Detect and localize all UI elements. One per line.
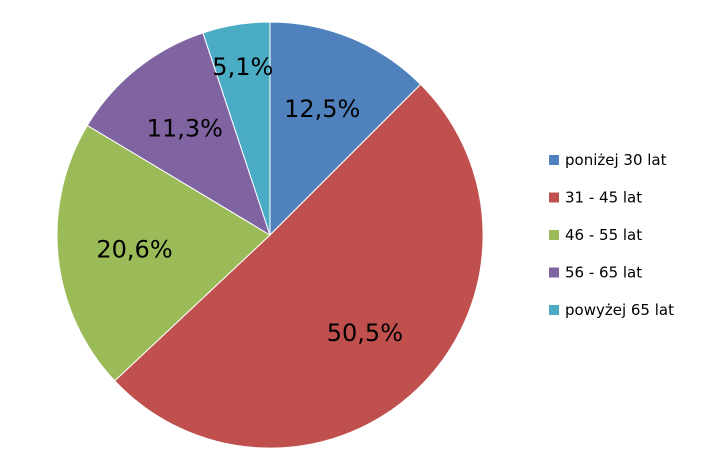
data-label: 20,6% bbox=[96, 236, 172, 264]
pie-slices bbox=[56, 21, 484, 449]
legend-swatch bbox=[549, 192, 559, 203]
pie-slice bbox=[269, 21, 422, 237]
data-label: 5,1% bbox=[212, 53, 273, 81]
data-label: 50,5% bbox=[327, 319, 403, 347]
data-label: 12,5% bbox=[284, 95, 360, 123]
legend-label: 31 - 45 lat bbox=[565, 189, 642, 207]
legend-label: 56 - 65 lat bbox=[565, 264, 642, 282]
pie-slice bbox=[56, 124, 271, 382]
legend-swatch bbox=[549, 155, 559, 165]
pie-slice bbox=[114, 83, 484, 449]
legend-swatch bbox=[549, 267, 559, 278]
legend: poniżej 30 lat 31 - 45 lat 46 - 55 lat 56 -… bbox=[549, 151, 674, 319]
pie-slice bbox=[202, 21, 271, 236]
legend-swatch bbox=[549, 230, 559, 240]
pie-slice bbox=[86, 32, 271, 237]
legend-label: poniżej 30 lat bbox=[565, 151, 667, 169]
pie-data-labels: 12,5% 50,5% 20,6% 11,3% 5,1% bbox=[96, 53, 403, 347]
legend-label: powyżej 65 lat bbox=[565, 301, 674, 319]
legend-label: 46 - 55 lat bbox=[565, 226, 642, 244]
data-label: 11,3% bbox=[147, 115, 223, 143]
legend-swatch bbox=[549, 305, 559, 315]
